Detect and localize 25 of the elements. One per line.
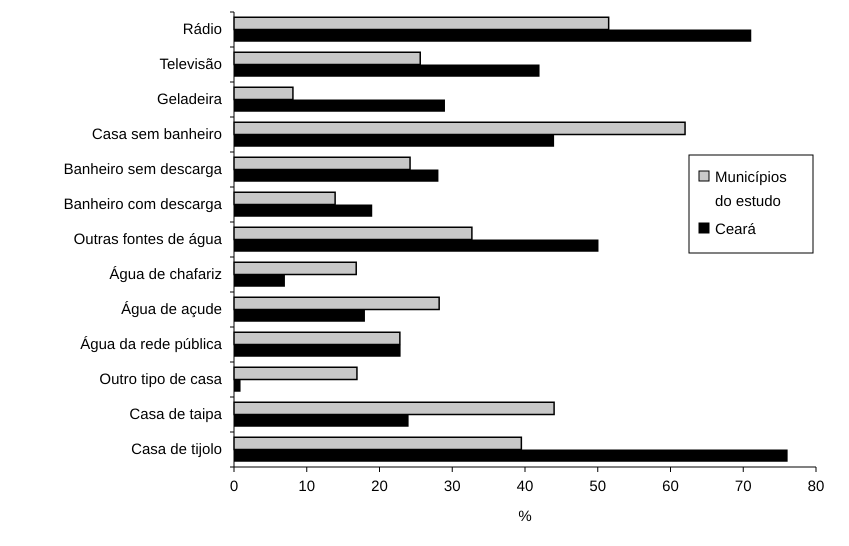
y-tick-label: Casa sem banheiro xyxy=(92,126,222,143)
y-tick-label: Casa de tijolo xyxy=(131,441,222,458)
y-tick-label: Água de açude xyxy=(121,300,222,318)
x-tick-label: 70 xyxy=(734,478,752,495)
x-tick-label: 50 xyxy=(589,478,606,495)
y-tick-label: Geladeira xyxy=(156,91,223,108)
y-tick-label: Água da rede pública xyxy=(80,335,223,353)
y-tick-label: Água de chafariz xyxy=(109,265,222,283)
x-tick-label: 80 xyxy=(808,478,824,495)
x-axis-title: % xyxy=(518,508,532,525)
y-tick-label: Banheiro com descarga xyxy=(64,196,223,213)
y-tick-label: Casa de taipa xyxy=(129,406,223,423)
x-tick-label: 60 xyxy=(662,478,679,495)
legend-label: Municípios do estudo xyxy=(715,169,787,210)
x-tick-label: 10 xyxy=(298,478,316,495)
y-tick-label: Rádio xyxy=(182,21,222,38)
x-tick-label: 40 xyxy=(516,478,534,495)
x-tick-label: 30 xyxy=(444,478,461,495)
y-tick-label: Outras fontes de água xyxy=(74,231,223,248)
legend-label: Ceará xyxy=(715,221,757,238)
x-tick-label: 20 xyxy=(371,478,388,495)
y-tick-label: Televisão xyxy=(159,56,222,73)
y-tick-label: Outro tipo de casa xyxy=(99,371,223,388)
y-tick-label: Banheiro sem descarga xyxy=(64,161,223,178)
x-tick-label: 0 xyxy=(230,478,238,495)
